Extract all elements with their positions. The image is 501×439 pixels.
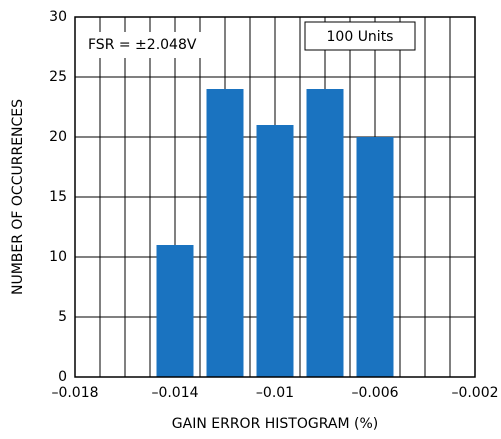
bar — [156, 245, 194, 377]
plot-border — [74, 16, 476, 378]
x-tick-label: –0.002 — [451, 385, 498, 401]
bar — [306, 89, 344, 377]
y-tick-label: 15 — [49, 189, 67, 205]
bar — [206, 89, 244, 377]
bar — [356, 137, 394, 377]
annotation-box — [304, 21, 416, 51]
bar — [256, 125, 294, 377]
x-tick-label: –0.006 — [351, 385, 398, 401]
y-tick-label: 20 — [49, 129, 67, 145]
annotation: 100 Units — [327, 29, 394, 45]
y-tick-label: 5 — [58, 309, 67, 325]
y-tick-label: 0 — [58, 369, 67, 385]
y-tick-label: 30 — [49, 9, 67, 25]
x-tick-label: –0.01 — [256, 385, 294, 401]
y-tick-label: 25 — [49, 69, 67, 85]
x-axis-label: GAIN ERROR HISTOGRAM (%) — [172, 416, 378, 432]
x-tick-label: –0.018 — [51, 385, 98, 401]
y-tick-label: 10 — [49, 249, 67, 265]
y-axis-label: NUMBER OF OCCURRENCES — [10, 99, 26, 295]
annotation-box — [82, 32, 222, 58]
annotation: FSR = ±2.048V — [88, 37, 197, 53]
x-tick-label: –0.014 — [151, 385, 198, 401]
